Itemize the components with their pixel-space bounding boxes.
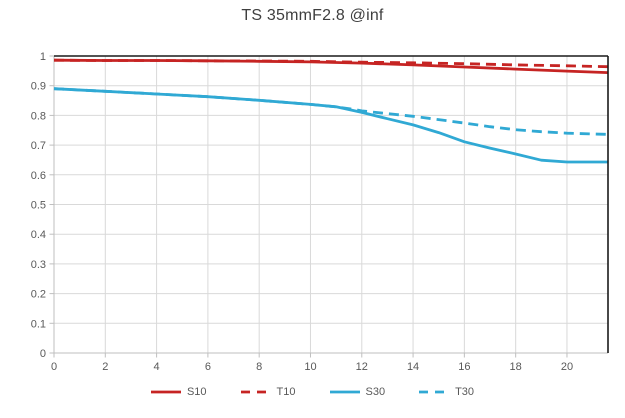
legend-item-t30: T30: [419, 386, 474, 398]
y-tick-label: 0.4: [31, 229, 46, 241]
x-tick-label: 4: [154, 361, 160, 373]
y-tick-label: 0.1: [31, 318, 46, 330]
x-tick-label: 2: [102, 361, 108, 373]
x-tick-label: 12: [356, 361, 368, 373]
y-tick-label: 0.9: [31, 81, 46, 93]
x-tick-label: 20: [561, 361, 573, 373]
legend-dashed-line-icon: [419, 390, 450, 394]
y-tick-label: 1: [40, 51, 46, 63]
series-T10: [53, 58, 609, 69]
x-tick-label: 10: [304, 361, 316, 373]
x-tick-label: 14: [407, 361, 419, 373]
legend-label: S10: [186, 386, 207, 398]
legend: S10 T10 S30 T30: [0, 386, 625, 398]
y-tick-label: 0.2: [31, 289, 46, 301]
legend-item-t10: T10: [240, 386, 296, 398]
x-tick-label: 0: [51, 361, 57, 373]
y-tick-label: 0.7: [31, 140, 46, 152]
x-tick-label: 6: [205, 361, 211, 373]
y-tick-label: 0.5: [31, 200, 46, 212]
y-tick-label: 0.6: [31, 170, 46, 182]
x-tick-label: 8: [256, 361, 262, 373]
legend-label: T10: [276, 386, 296, 398]
series-T30: [53, 87, 609, 136]
series-S30: [53, 87, 608, 164]
y-tick-label: 0.8: [31, 110, 46, 122]
series-S10: [53, 58, 609, 74]
x-tick-label: 18: [510, 361, 522, 373]
legend-solid-line-icon: [329, 390, 360, 394]
legend-label: S30: [365, 386, 386, 398]
legend-solid-line-icon: [150, 390, 181, 394]
legend-label: T30: [455, 386, 475, 398]
legend-item-s10: S10: [150, 386, 207, 398]
x-tick-label: 16: [458, 361, 470, 373]
legend-item-s30: S30: [329, 386, 386, 398]
chart-title: TS 35mmF2.8 @inf: [241, 7, 384, 24]
y-tick-label: 0.3: [31, 259, 46, 271]
legend-dashed-line-icon: [240, 390, 271, 394]
y-tick-label: 0: [40, 348, 46, 360]
